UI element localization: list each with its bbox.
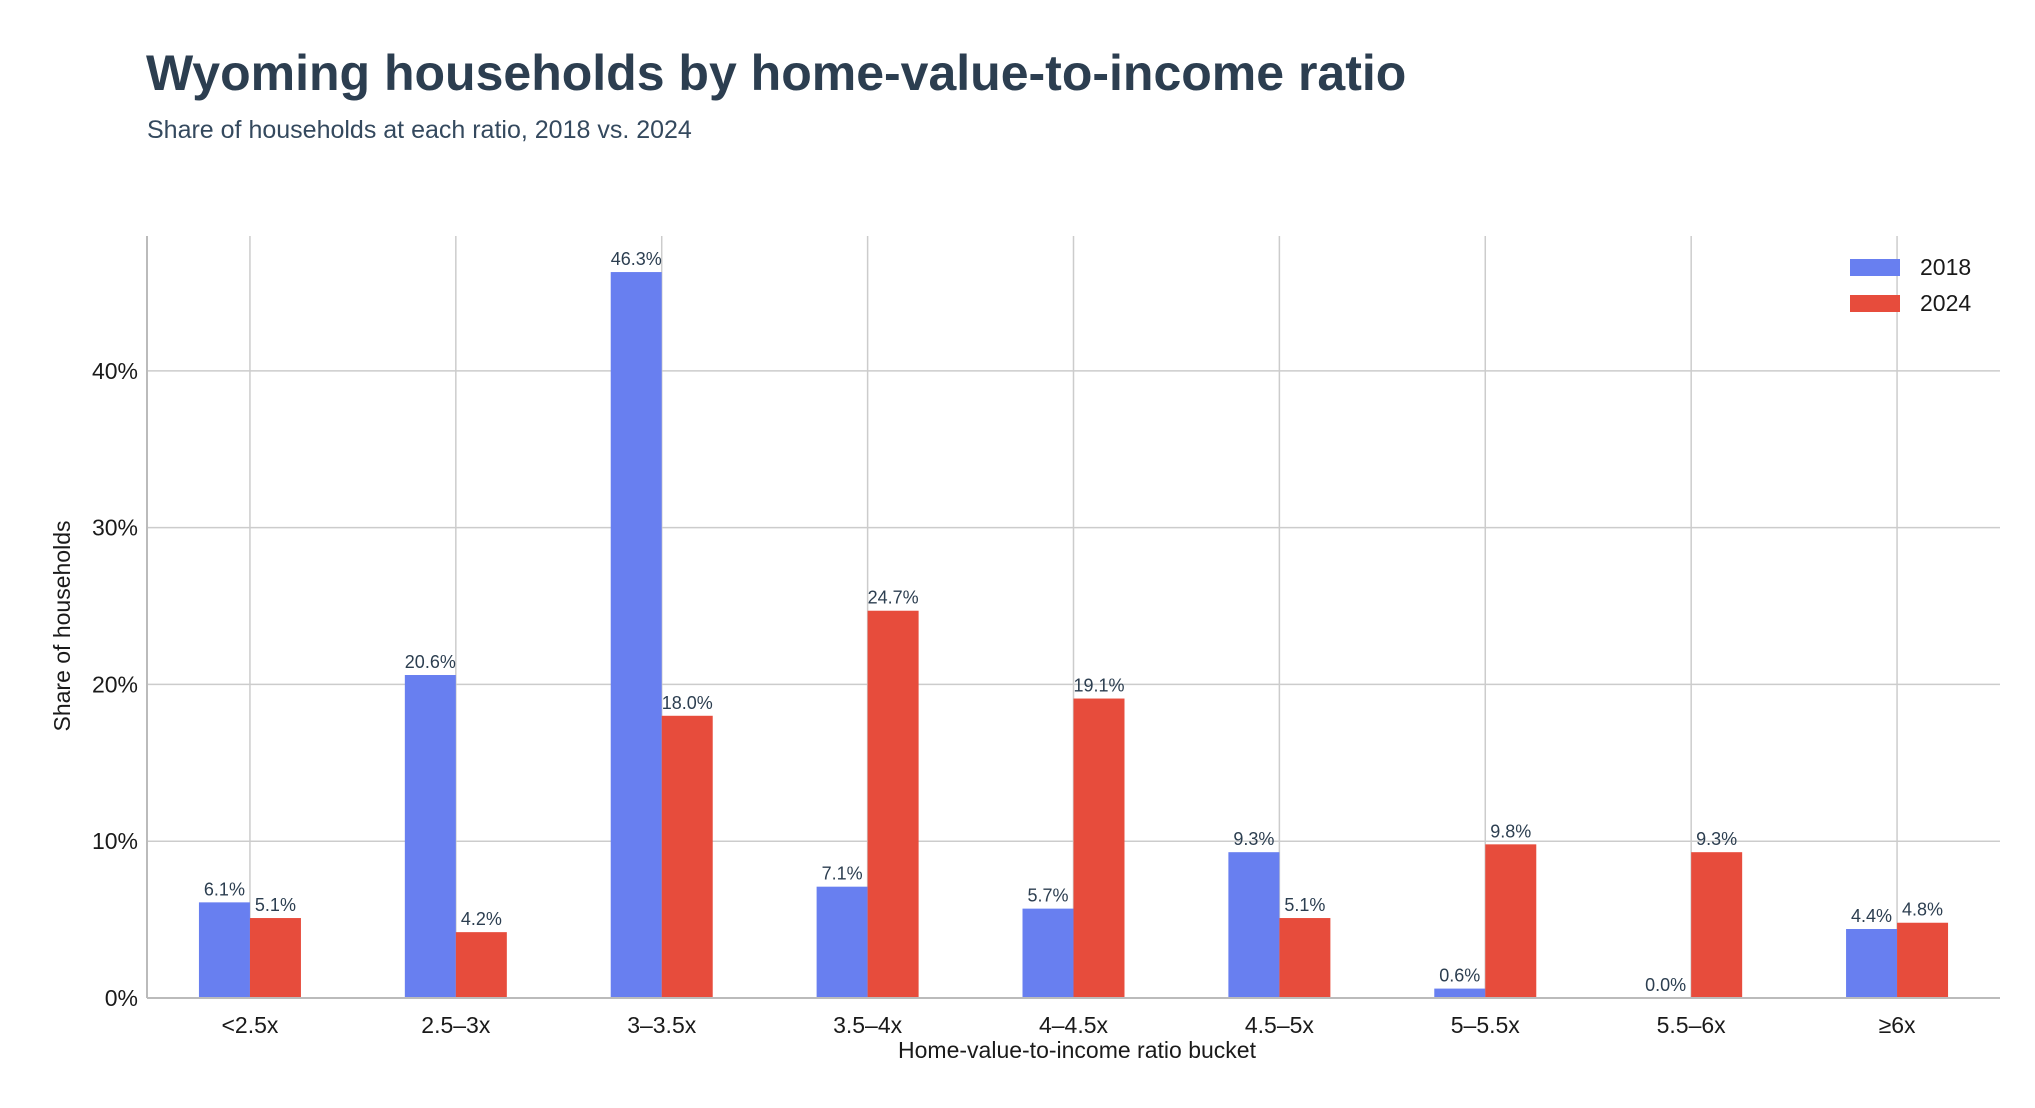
data-label: 0.6%	[1439, 966, 1480, 986]
bar-2024-5	[1279, 918, 1331, 998]
bar-2018-6	[1434, 988, 1486, 998]
y-tick-label: 10%	[92, 828, 138, 854]
data-label: 46.3%	[611, 249, 662, 269]
y-tick-label: 40%	[92, 358, 138, 384]
data-label: 9.3%	[1233, 829, 1274, 849]
legend-label: 2018	[1920, 254, 1971, 280]
bar-2018-4	[1022, 908, 1074, 998]
chart-subtitle: Share of households at each ratio, 2018 …	[147, 116, 692, 144]
y-axis-title: Share of households	[49, 521, 75, 732]
data-label: 9.3%	[1696, 829, 1737, 849]
data-label: 18.0%	[662, 693, 713, 713]
bar-2024-0	[249, 918, 301, 998]
legend-swatch-2024	[1850, 295, 1900, 312]
data-label: 7.1%	[822, 864, 863, 884]
x-tick-label: 2.5–3x	[421, 1012, 491, 1038]
x-tick-label: 3.5–4x	[833, 1012, 903, 1038]
data-label: 0.0%	[1645, 975, 1686, 995]
x-tick-label: ≥6x	[1879, 1012, 1916, 1038]
data-label: 20.6%	[405, 652, 456, 672]
data-label: 6.1%	[204, 879, 245, 899]
x-tick-label: 5.5–6x	[1657, 1012, 1727, 1038]
bar-2018-0	[198, 902, 250, 998]
bar-2018-1	[404, 675, 456, 998]
chart-title: Wyoming households by home-value-to-inco…	[146, 45, 1407, 101]
bar-2024-6	[1485, 844, 1537, 998]
bar-2024-8	[1897, 922, 1949, 998]
x-tick-label: <2.5x	[221, 1012, 278, 1038]
bar-2018-5	[1228, 852, 1280, 998]
x-axis-title: Home-value-to-income ratio bucket	[898, 1037, 1257, 1063]
bar-2024-3	[867, 610, 919, 998]
bar-2024-7	[1691, 852, 1743, 998]
x-tick-label: 4–4.5x	[1039, 1012, 1109, 1038]
data-label: 4.8%	[1902, 900, 1943, 920]
x-tick-label: 3–3.5x	[627, 1012, 697, 1038]
data-label: 19.1%	[1073, 676, 1124, 696]
data-label: 5.7%	[1027, 886, 1068, 906]
data-label: 4.4%	[1851, 906, 1892, 926]
bar-2018-2	[610, 272, 662, 998]
axes: 0% 10% 20% 30% 40% <2.5x 2.5–3x 3–3.5x 3.5–4x 4–4…	[92, 236, 2000, 1038]
legend-label: 2024	[1920, 290, 1971, 316]
legend: 2018 2024	[1850, 254, 1971, 316]
x-tick-label: 4.5–5x	[1245, 1012, 1315, 1038]
data-label: 24.7%	[868, 588, 919, 608]
data-labels: 6.1% 20.6% 46.3% 7.1% 5.7% 9.3% 0.6% 0.0% 4.4% 5.…	[204, 249, 1943, 995]
y-tick-label: 20%	[92, 671, 138, 697]
bar-2024-2	[661, 715, 713, 998]
y-tick-label: 0%	[105, 985, 138, 1011]
data-label: 5.1%	[255, 895, 296, 915]
bar-2018-3	[816, 886, 868, 998]
data-label: 5.1%	[1284, 895, 1325, 915]
bar-2024-1	[455, 932, 507, 998]
legend-swatch-2018	[1850, 259, 1900, 276]
bar-2018-8	[1846, 929, 1898, 998]
bar-2024-4	[1073, 698, 1125, 998]
y-tick-label: 30%	[92, 515, 138, 541]
data-label: 9.8%	[1490, 821, 1531, 841]
data-label: 4.2%	[461, 909, 502, 929]
x-tick-label: 5–5.5x	[1451, 1012, 1521, 1038]
bars	[198, 272, 1949, 998]
